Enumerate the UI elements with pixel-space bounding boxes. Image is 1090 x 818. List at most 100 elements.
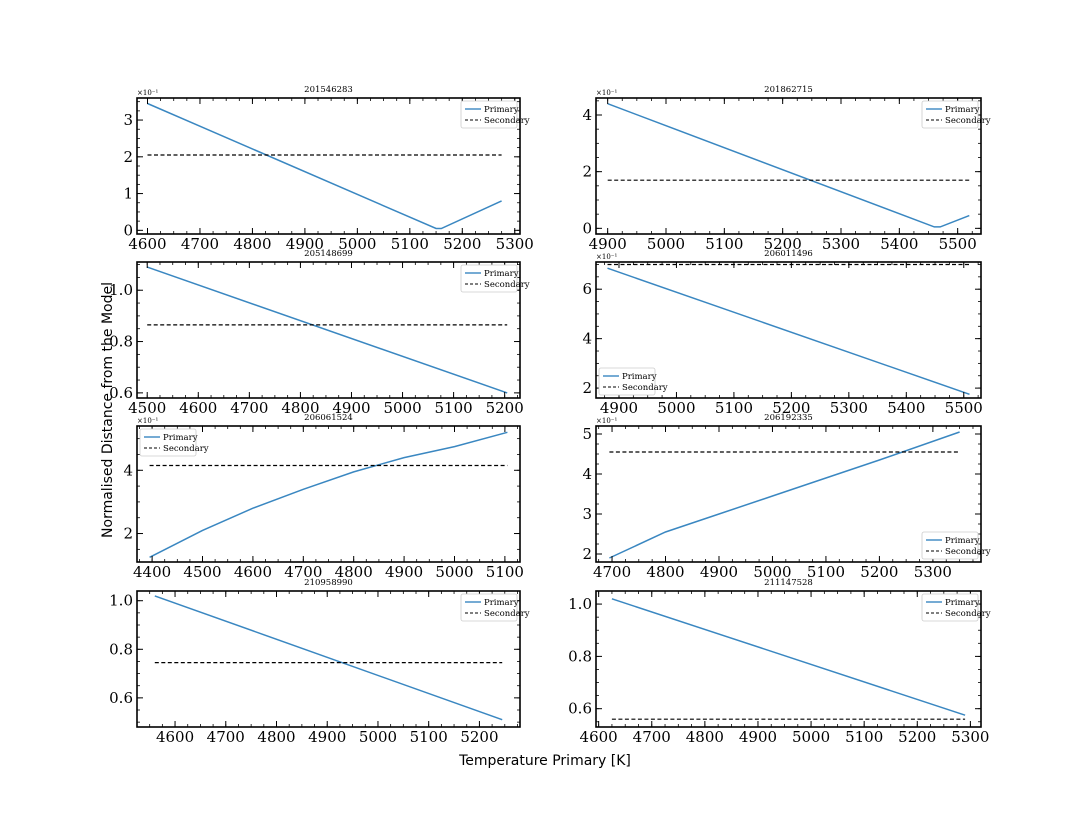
x-tick-label: 4700	[207, 728, 245, 746]
legend-label-primary: Primary	[484, 105, 519, 115]
x-tick-label: 4900	[385, 563, 423, 581]
y-tick-label: 0	[123, 221, 133, 239]
series-line-primary	[609, 431, 960, 559]
y-tick-label: 2	[582, 545, 592, 563]
x-tick-label: 5100	[715, 399, 753, 417]
y-tick-label: 0.6	[568, 700, 592, 718]
legend-label-primary: Primary	[484, 269, 519, 279]
x-tick-label: 5000	[359, 728, 397, 746]
x-tick-label: 5400	[880, 235, 918, 253]
x-tick-label: 4700	[230, 399, 268, 417]
plot-frame	[595, 261, 982, 399]
legend-label-primary: Primary	[163, 433, 198, 443]
y-tick-label: 0.6	[109, 384, 133, 402]
y-tick-label: 0.8	[109, 333, 133, 351]
x-tick-label: 5000	[753, 563, 791, 581]
y-tick-label: 1.0	[109, 281, 133, 299]
y-tick-label: 0.8	[568, 647, 592, 665]
x-tick-label: 4800	[257, 728, 295, 746]
x-tick-label: 4900	[589, 235, 627, 253]
x-tick-label: 5200	[486, 399, 524, 417]
y-tick-label: 4	[582, 106, 592, 124]
y-multiplier-label: ×10⁻¹	[137, 89, 158, 97]
legend-label-secondary: Secondary	[622, 383, 668, 393]
subplot-title: 206192335	[764, 413, 813, 423]
x-tick-label: 4800	[646, 563, 684, 581]
x-tick-label: 5400	[887, 399, 925, 417]
y-tick-label: 2	[123, 148, 133, 166]
x-tick-label: 5200	[898, 728, 936, 746]
subplot-5: 4400 4500 4600 4700 4800 4900 5000 5100 2 4 ×10⁻¹ 2…	[123, 413, 524, 581]
subplot-title: 201546283	[304, 85, 353, 95]
legend-label-primary: Primary	[945, 536, 980, 546]
subplot-title: 206061524	[304, 413, 353, 423]
x-tick-label: 5000	[338, 235, 376, 253]
y-tick-label: 2	[582, 379, 592, 397]
x-tick-label: 5500	[939, 235, 977, 253]
figure-xlabel: Temperature Primary [K]	[458, 753, 631, 769]
series-line-primary	[154, 595, 503, 721]
subplot-title: 205148699	[304, 249, 353, 259]
x-tick-label: 5100	[486, 563, 524, 581]
y-tick-label: 4	[123, 461, 133, 479]
x-tick-label: 4600	[156, 728, 194, 746]
y-tick-label: 4	[582, 465, 592, 483]
x-tick-label: 5000	[792, 728, 830, 746]
x-tick-label: 4900	[600, 399, 638, 417]
legend-label-secondary: Secondary	[484, 116, 530, 126]
subplot-6: 4700 4800 4900 5000 5100 5200 5300 2 3 4 5 ×10⁻¹ 206…	[582, 413, 990, 581]
legend-box	[460, 264, 518, 293]
y-tick-label: 0	[582, 219, 592, 237]
x-tick-label: 5100	[845, 728, 883, 746]
x-tick-label: 5000	[647, 235, 685, 253]
legend-box	[139, 428, 197, 457]
series-line-primary	[607, 102, 970, 228]
y-tick-label: 4	[582, 330, 592, 348]
x-tick-label: 4600	[234, 563, 272, 581]
subplot-4: 4900 5000 5100 5200 5300 5400 5500 2 4 6 ×10⁻¹ 2060…	[582, 249, 982, 417]
x-tick-label: 5500	[945, 399, 983, 417]
x-tick-label: 5300	[914, 563, 952, 581]
x-tick-label: 4900	[286, 235, 324, 253]
series-line-primary	[147, 102, 502, 230]
y-multiplier-label: ×10⁻¹	[596, 253, 617, 261]
legend-label-secondary: Secondary	[945, 116, 991, 126]
x-tick-label: 4800	[281, 399, 319, 417]
x-tick-label: 5300	[496, 235, 534, 253]
x-tick-label: 5200	[764, 235, 802, 253]
x-tick-label: 4700	[284, 563, 322, 581]
y-multiplier-label: ×10⁻¹	[137, 417, 158, 425]
legend-label-primary: Primary	[484, 598, 519, 608]
x-tick-label: 5300	[822, 235, 860, 253]
plot-frame	[136, 590, 521, 728]
x-tick-label: 5200	[772, 399, 810, 417]
x-tick-label: 4600	[128, 235, 166, 253]
legend-label-secondary: Secondary	[484, 280, 530, 290]
y-tick-label: 2	[123, 525, 133, 543]
legend-box	[921, 100, 979, 129]
x-tick-label: 4900	[700, 563, 738, 581]
y-tick-label: 1	[123, 185, 133, 203]
x-tick-label: 5100	[391, 235, 429, 253]
y-tick-label: 0.8	[109, 640, 133, 658]
x-tick-label: 4900	[308, 728, 346, 746]
x-tick-label: 4700	[593, 563, 631, 581]
series-line-primary	[149, 431, 508, 558]
x-tick-label: 4500	[128, 399, 166, 417]
y-tick-label: 5	[582, 425, 592, 443]
x-tick-label: 4500	[183, 563, 221, 581]
legend-label-primary: Primary	[945, 105, 980, 115]
x-tick-label: 4800	[335, 563, 373, 581]
legend-box	[460, 593, 518, 622]
legend-box	[598, 367, 656, 396]
legend-box	[460, 100, 518, 129]
x-tick-label: 4900	[332, 399, 370, 417]
legend-label-primary: Primary	[622, 372, 657, 382]
subplot-grid: 4600 4700 4800 4900 5000 5100 5200 5300 0 1 2 3 ×10⁻…	[109, 85, 991, 746]
